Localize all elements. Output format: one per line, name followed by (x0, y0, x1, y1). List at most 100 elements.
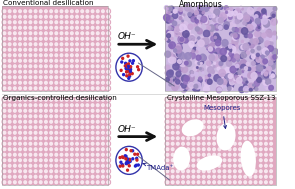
Circle shape (174, 61, 178, 66)
Circle shape (60, 104, 63, 107)
Circle shape (223, 181, 226, 184)
Circle shape (71, 104, 73, 107)
Bar (165, 97, 276, 185)
Circle shape (228, 159, 231, 162)
Circle shape (76, 81, 78, 84)
Circle shape (12, 20, 17, 25)
Circle shape (33, 25, 38, 30)
Circle shape (208, 131, 210, 134)
Circle shape (24, 115, 27, 118)
Circle shape (91, 137, 94, 140)
Circle shape (96, 65, 99, 68)
Circle shape (29, 70, 32, 73)
Circle shape (81, 181, 83, 184)
Circle shape (23, 141, 27, 146)
Circle shape (8, 98, 11, 101)
Circle shape (29, 153, 32, 156)
Circle shape (14, 76, 16, 79)
Circle shape (40, 148, 42, 151)
Circle shape (91, 98, 94, 101)
Circle shape (45, 181, 47, 184)
Circle shape (134, 153, 136, 155)
Circle shape (191, 163, 196, 168)
Circle shape (269, 85, 273, 90)
Circle shape (165, 130, 170, 135)
Circle shape (248, 76, 254, 82)
Circle shape (64, 80, 69, 85)
Circle shape (14, 109, 16, 112)
Circle shape (269, 60, 275, 67)
Circle shape (238, 74, 242, 77)
Circle shape (273, 31, 276, 35)
Circle shape (254, 98, 257, 101)
Circle shape (222, 77, 224, 80)
Circle shape (230, 22, 236, 29)
Circle shape (230, 74, 233, 77)
Circle shape (128, 165, 130, 167)
Circle shape (14, 142, 16, 145)
Circle shape (91, 159, 94, 162)
Circle shape (34, 87, 37, 90)
Circle shape (207, 79, 212, 84)
Circle shape (65, 164, 68, 167)
Circle shape (38, 80, 43, 85)
Circle shape (206, 130, 211, 135)
Circle shape (218, 181, 221, 184)
Circle shape (34, 26, 37, 29)
Circle shape (201, 180, 206, 185)
Circle shape (203, 42, 204, 44)
Circle shape (60, 21, 63, 24)
Circle shape (186, 103, 191, 108)
Circle shape (38, 42, 43, 47)
Circle shape (253, 174, 258, 179)
Circle shape (101, 14, 105, 19)
Circle shape (45, 54, 47, 57)
Circle shape (124, 155, 126, 157)
Circle shape (49, 75, 53, 80)
Circle shape (228, 170, 231, 173)
Circle shape (12, 147, 17, 152)
Circle shape (244, 131, 247, 134)
Circle shape (45, 87, 47, 90)
Circle shape (33, 36, 38, 41)
Circle shape (122, 57, 124, 59)
Circle shape (44, 169, 48, 174)
Circle shape (19, 10, 21, 13)
Circle shape (2, 169, 7, 174)
Circle shape (228, 148, 231, 151)
Circle shape (70, 130, 74, 135)
Circle shape (28, 147, 33, 152)
Circle shape (38, 130, 43, 135)
Circle shape (269, 163, 273, 168)
Circle shape (60, 10, 63, 13)
Circle shape (3, 87, 6, 90)
Circle shape (24, 87, 27, 90)
Circle shape (253, 97, 258, 102)
Circle shape (29, 87, 32, 90)
Circle shape (208, 98, 210, 101)
Circle shape (80, 47, 85, 52)
Circle shape (176, 125, 180, 130)
Circle shape (176, 131, 179, 134)
Circle shape (70, 80, 74, 85)
Circle shape (14, 120, 16, 123)
Circle shape (179, 17, 182, 20)
Circle shape (255, 28, 257, 31)
Circle shape (222, 97, 227, 102)
Circle shape (176, 45, 182, 51)
Circle shape (265, 153, 267, 156)
Circle shape (196, 51, 198, 53)
Circle shape (76, 159, 78, 162)
Circle shape (70, 169, 74, 174)
Circle shape (176, 114, 180, 119)
Circle shape (86, 65, 89, 68)
Circle shape (258, 169, 263, 174)
Circle shape (232, 147, 237, 152)
Circle shape (212, 103, 217, 108)
Circle shape (176, 120, 179, 123)
Circle shape (191, 141, 196, 146)
Circle shape (208, 142, 210, 145)
Circle shape (90, 97, 95, 102)
Circle shape (64, 125, 69, 130)
Circle shape (263, 108, 268, 113)
